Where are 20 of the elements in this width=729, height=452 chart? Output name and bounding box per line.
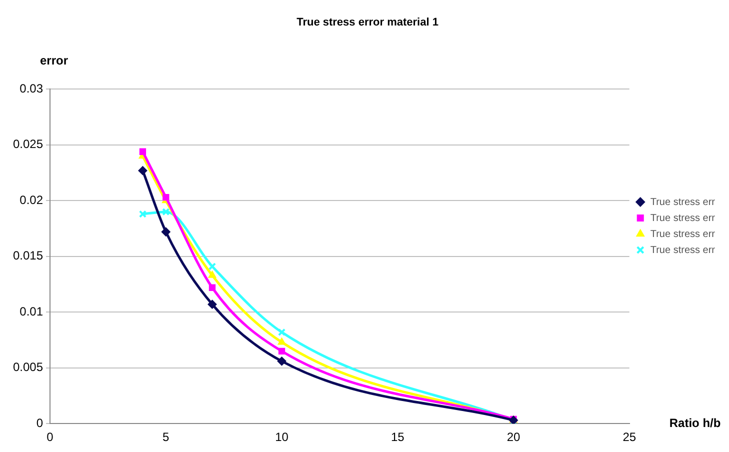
y-tick-label: 0.01 [20,304,44,318]
y-tick-label: 0.025 [13,137,44,152]
x-tick-label: 5 [162,430,170,444]
x-axis-title: Ratio h/b [669,416,721,430]
legend-label: True stress err [650,212,716,224]
y-axis-title: error [40,54,68,68]
legend-label: True stress err [650,244,716,256]
y-tick-label: 0.015 [13,248,44,263]
x-tick-label: 0 [46,430,54,444]
x-tick-label: 15 [390,430,405,444]
y-tick-label: 0 [36,416,44,430]
y-tick-label: 0.02 [20,192,44,207]
x-tick-label: 25 [622,430,636,444]
x-tick-label: 20 [506,430,520,444]
legend-label: True stress err [650,196,716,208]
y-tick-label: 0.005 [13,360,44,374]
y-tick-label: 0.03 [20,82,44,96]
chart-title: True stress error material 1 [296,16,438,29]
legend-label: True stress err [650,228,716,240]
x-tick-label: 10 [275,430,289,444]
